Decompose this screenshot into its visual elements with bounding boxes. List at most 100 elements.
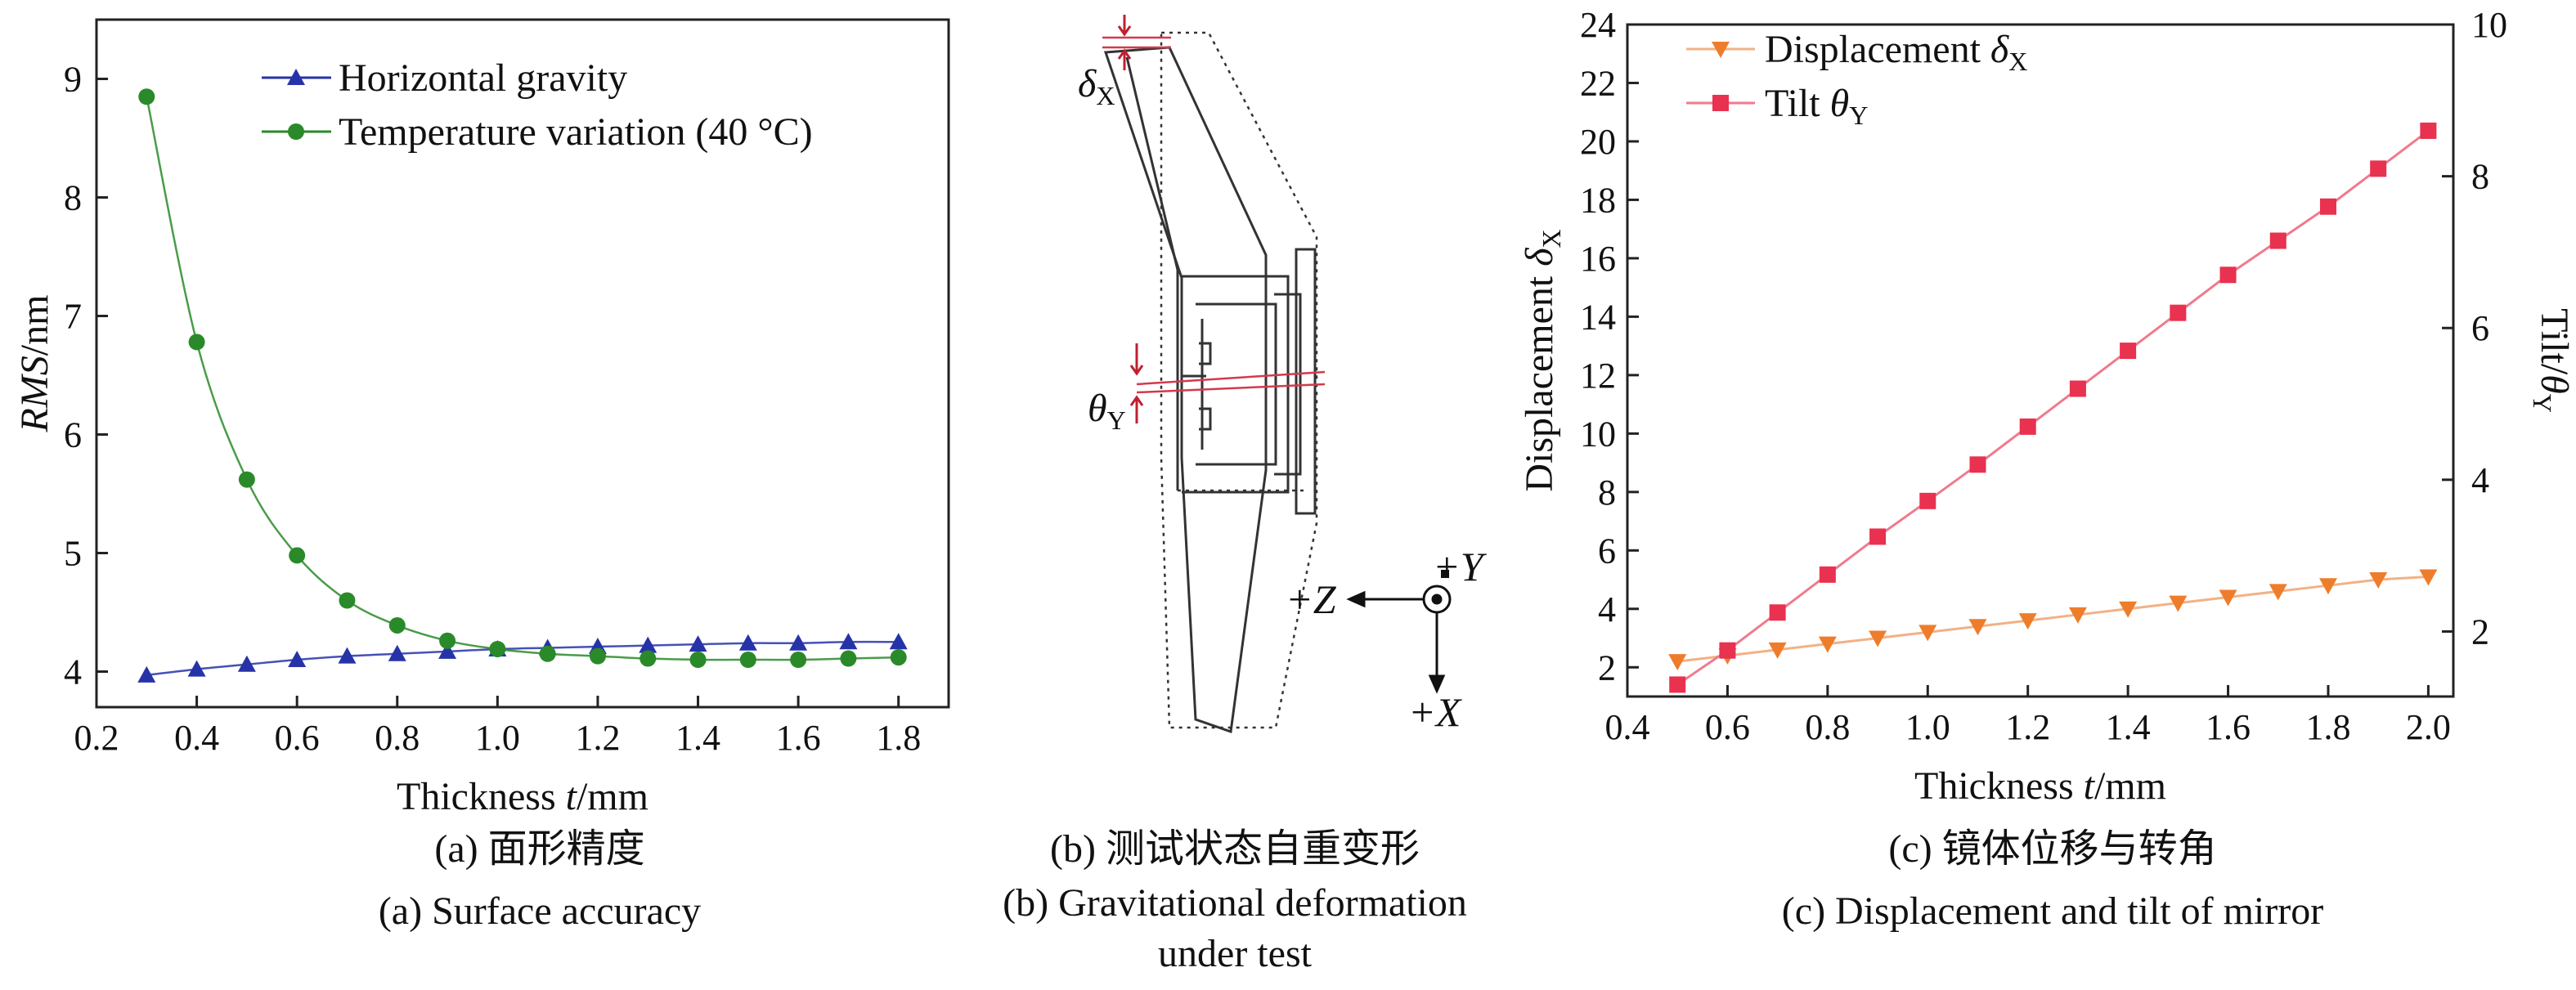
legend-label: Displacement δX [1765,28,2027,76]
x-tick-label: 0.4 [1605,707,1650,747]
y-tick-label: 8 [1598,473,1616,513]
y2-tick-label: 8 [2471,157,2489,197]
data-point [2269,232,2287,249]
x-tick-label: 1.6 [2206,707,2251,747]
delta-x-reference-lines [1102,36,1171,49]
data-point [840,650,857,667]
data-point [338,647,357,664]
diagram-b-gravitational-deformation [1102,15,1452,734]
data-point [790,652,807,668]
data-point [2120,343,2137,360]
y-axis-label-var: δ [1518,248,1561,267]
chart-c-displacement-tilt: 0.4 0.6 0.8 1.0 1.2 1.4 1.6 1.8 2.02468101214161… [1518,5,2576,808]
data-point [388,616,406,634]
data-point [2219,267,2237,284]
series-line [146,640,899,677]
data-point [738,634,757,651]
caption-b-en1: (b) Gravitational deformation [1003,881,1467,925]
data-point [1818,636,1837,653]
y-tick-label: 10 [1580,414,1616,454]
x-tick-label: 0.6 [275,718,320,758]
caption-a-en: (a) Surface accuracy [378,889,702,933]
data-point [2018,613,2037,630]
data-point [889,633,908,650]
theta-y-label: θY [1088,387,1126,435]
mirror-outline-solid [1103,46,1268,734]
legend-marker [1712,42,1730,58]
y-tick-label: 24 [1580,5,1616,45]
x-axis-label: Thickness t/mm [1914,764,2166,808]
y2-tick-label: 10 [2471,5,2507,45]
legend-marker [287,69,305,85]
coordinate-system [1346,570,1452,694]
data-point [2369,572,2388,589]
x-axis-label-unit: /mm [577,775,648,818]
y-tick-label: 7 [64,297,82,337]
data-point [237,655,256,672]
data-point [1968,619,1987,636]
data-point [1919,625,1937,642]
x-tick-label: 1.4 [675,718,720,758]
x-tick-label: 2.0 [2406,707,2451,747]
y-tick-label: 12 [1580,356,1616,396]
data-point [2119,601,2138,618]
x-tick-label: 1.0 [475,718,520,758]
data-point [689,635,707,652]
data-point [2269,584,2287,601]
data-point [1719,642,1736,659]
data-point [1669,676,1686,693]
y-tick-label: 18 [1580,180,1616,220]
legend-label: Horizontal gravity [339,56,627,100]
mirror-outline-dotted [1160,31,1318,729]
data-point [1869,630,1887,647]
delta-subscript: X [1096,81,1115,110]
data-point [137,665,156,683]
delta-x-label: δX [1078,62,1115,110]
data-point [689,652,707,668]
data-point [1768,642,1787,659]
y2-axis-label-var: θ [2533,374,2576,394]
data-point [589,647,606,665]
caption-b-en2: under test [1158,932,1312,975]
caption-c-en: (c) Displacement and tilt of mirror [1781,889,2324,933]
data-point [439,632,456,649]
y-tick-label: 16 [1580,239,1616,279]
data-point [2319,198,2336,215]
data-point [438,642,457,659]
x-tick-label: 0.4 [174,718,219,758]
x-axis-label-text: Thickness [397,775,566,818]
data-point [289,547,306,564]
y-axis-label: Displacement δX [1518,229,1566,491]
data-point [2068,607,2087,624]
legend-label-sub: Y [1849,101,1868,130]
y2-tick-label: 4 [2471,460,2489,500]
x-tick-label: 1.2 [575,718,620,758]
data-point [640,650,657,667]
y-tick-label: 20 [1580,122,1616,162]
x-tick-label: 1.2 [2005,707,2050,747]
x-axis-label-text: Thickness [1914,764,2084,808]
plot-frame [95,18,950,709]
x-tick-label: 1.0 [1905,707,1950,747]
y-tick-label: 2 [1598,647,1616,688]
legend-label-sub: X [2008,47,2027,76]
data-point [639,636,657,653]
mirror-hub [1182,248,1317,515]
y-tick-label: 5 [64,534,82,574]
legend-label-var: δ [1990,28,2009,71]
y-axis-label-sub: X [1537,229,1566,248]
axis-y-label: +Y [1433,544,1488,589]
data-point [839,633,858,650]
data-point [238,471,255,488]
legend-label: Temperature variation (40 °C) [339,110,813,154]
y2-axis-label-text: Tilt/ [2533,308,2576,375]
data-point [2318,578,2337,595]
y2-tick-label: 6 [2471,308,2489,348]
x-tick-label: 0.6 [1705,707,1750,747]
x-axis-label-unit: /mm [2094,764,2166,808]
y-tick-label: 6 [64,415,82,455]
legend-marker [1712,95,1729,111]
y-tick-label: 4 [64,652,82,692]
x-tick-label: 1.4 [2106,707,2151,747]
